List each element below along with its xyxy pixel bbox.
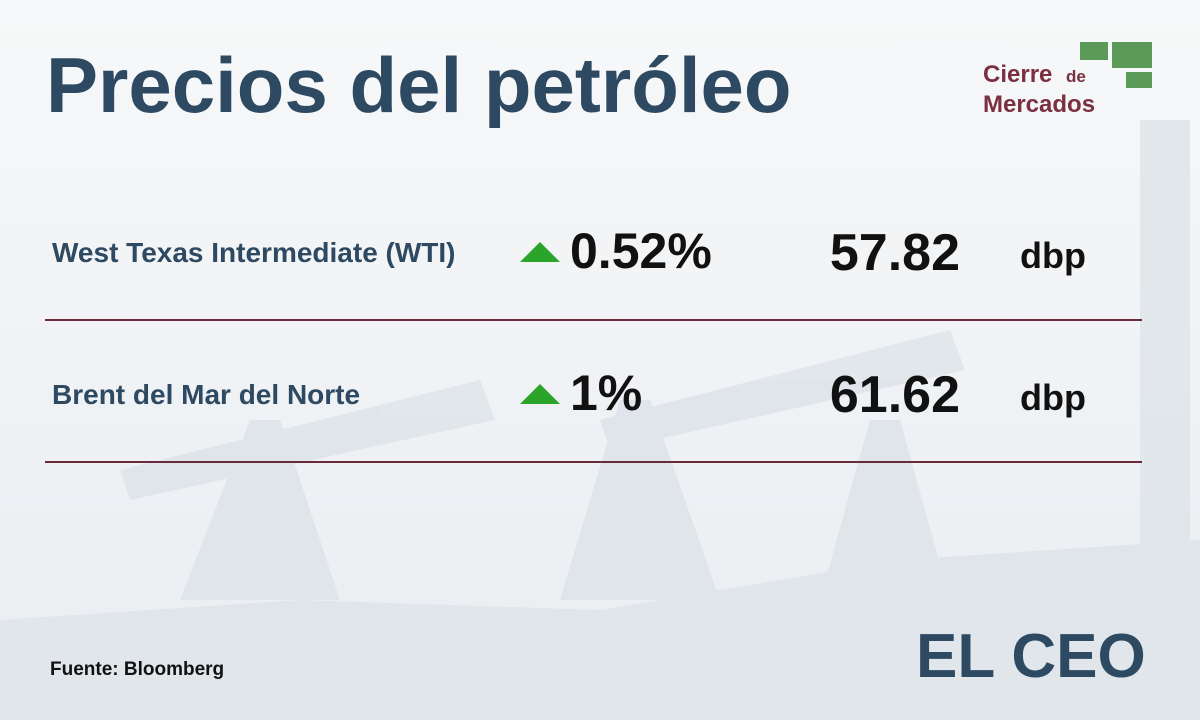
badge: Cierre de Mercados <box>983 42 1152 118</box>
up-arrow <box>520 242 560 262</box>
unit: dbp <box>1020 377 1086 418</box>
badge-text: de <box>1066 67 1086 86</box>
money-icon <box>1112 42 1152 68</box>
background-silhouettes <box>0 120 1200 720</box>
unit: dbp <box>1020 235 1086 276</box>
brand-logo: EL CEO <box>916 622 1146 691</box>
change: 1% <box>570 365 642 421</box>
row-name: Brent del Mar del Norte <box>52 379 360 410</box>
price: 57.82 <box>830 224 960 282</box>
price-table: West Texas Intermediate (WTI) 0.52% 57.82 d… <box>45 223 1142 463</box>
source: Fuente: Bloomberg <box>50 659 224 680</box>
row-name: West Texas Intermediate (WTI) <box>52 237 456 268</box>
up-arrow <box>520 384 560 404</box>
change: 0.52% <box>570 223 712 279</box>
price: 61.62 <box>830 366 960 424</box>
badge-text: Mercados <box>983 91 1095 118</box>
money-icon <box>1126 72 1152 88</box>
money-icon <box>1080 42 1108 60</box>
badge-text: Cierre <box>983 61 1052 88</box>
title: Precios del petróleo <box>46 41 792 129</box>
